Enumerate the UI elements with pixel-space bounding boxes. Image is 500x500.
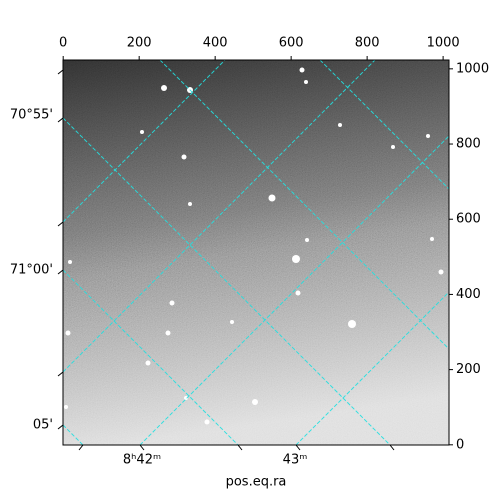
ra-tick — [78, 444, 84, 451]
y-tick-label: 400 — [456, 287, 481, 302]
grid-line — [159, 60, 449, 350]
y-tick-label: 200 — [456, 362, 481, 377]
dec-tick — [57, 269, 64, 275]
dec-tick — [57, 117, 64, 123]
y-tick-label: 800 — [456, 137, 481, 152]
grid-line — [295, 291, 449, 445]
dec-tick — [57, 69, 64, 75]
dec-tick — [57, 424, 64, 430]
x-tick-label: 600 — [279, 36, 304, 51]
image — [63, 60, 449, 445]
grid-line — [139, 135, 449, 445]
frame — [62, 59, 450, 446]
ra-tick-label: 8ʰ42ᵐ — [123, 453, 161, 468]
ra-tick — [237, 444, 243, 451]
dec-tick-label: 05' — [33, 418, 53, 433]
ra-tick — [389, 444, 395, 451]
dec-tick-label: 70°55' — [10, 108, 53, 123]
ra-tick — [139, 444, 145, 451]
x-tick-label: 1000 — [427, 36, 460, 51]
dec-tick — [57, 221, 64, 227]
ra-tick-label: 43ᵐ — [283, 453, 308, 468]
x-axis-label: pos.eq.ra — [226, 475, 287, 490]
x-tick-label: 200 — [127, 36, 152, 51]
x-tick-label: 0 — [59, 36, 67, 51]
y-tick-label: 1000 — [456, 61, 489, 76]
y-tick-label: 600 — [456, 212, 481, 227]
grid-line — [63, 269, 239, 445]
y-tick-label: 0 — [456, 437, 464, 452]
grid-line — [63, 424, 84, 445]
dec-tick — [57, 371, 64, 377]
ra-tick — [295, 444, 301, 451]
grid-line — [63, 60, 376, 373]
grid-line — [319, 60, 449, 190]
x-tick-label: 800 — [355, 36, 380, 51]
dec-tick-label: 71°00' — [10, 263, 53, 278]
x-tick-label: 400 — [203, 36, 228, 51]
grid-line — [63, 117, 391, 445]
grid-line — [63, 60, 226, 223]
